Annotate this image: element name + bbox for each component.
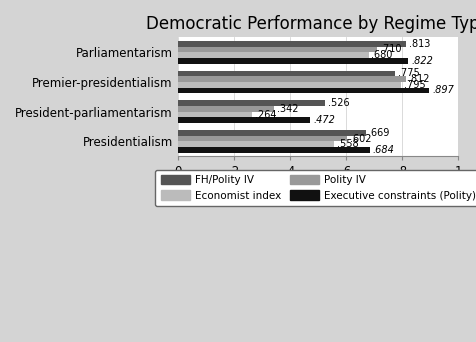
Text: .472: .472 — [313, 115, 334, 125]
Bar — [178, 47, 376, 52]
Bar — [178, 106, 273, 112]
Legend: FH/Polity IV, Economist index, Polity IV, Executive constraints (Polity): FH/Polity IV, Economist index, Polity IV… — [155, 170, 476, 206]
Text: .813: .813 — [408, 39, 429, 49]
Bar — [178, 147, 369, 153]
Bar — [178, 58, 407, 64]
Bar — [178, 82, 400, 88]
Text: .342: .342 — [276, 104, 298, 114]
Bar — [178, 71, 395, 76]
Text: .669: .669 — [367, 128, 389, 138]
Text: .812: .812 — [407, 74, 429, 84]
Bar — [178, 112, 252, 117]
Bar — [178, 142, 334, 147]
Text: .602: .602 — [349, 134, 370, 144]
Text: .680: .680 — [371, 50, 392, 60]
Text: .558: .558 — [337, 139, 358, 149]
Text: .897: .897 — [431, 86, 453, 95]
Text: .822: .822 — [410, 56, 432, 66]
Text: .684: .684 — [372, 145, 394, 155]
Bar — [178, 117, 310, 123]
Bar — [178, 52, 368, 58]
Text: .775: .775 — [397, 68, 419, 78]
Text: .526: .526 — [327, 98, 349, 108]
Title: Democratic Performance by Regime Type: Democratic Performance by Regime Type — [146, 15, 476, 33]
Text: .264: .264 — [254, 109, 276, 120]
Bar — [178, 88, 428, 93]
Bar — [178, 101, 325, 106]
Bar — [178, 136, 346, 142]
Bar — [178, 130, 365, 136]
Bar — [178, 76, 405, 82]
Text: .795: .795 — [403, 80, 425, 90]
Text: .710: .710 — [379, 44, 400, 54]
Bar — [178, 41, 405, 47]
